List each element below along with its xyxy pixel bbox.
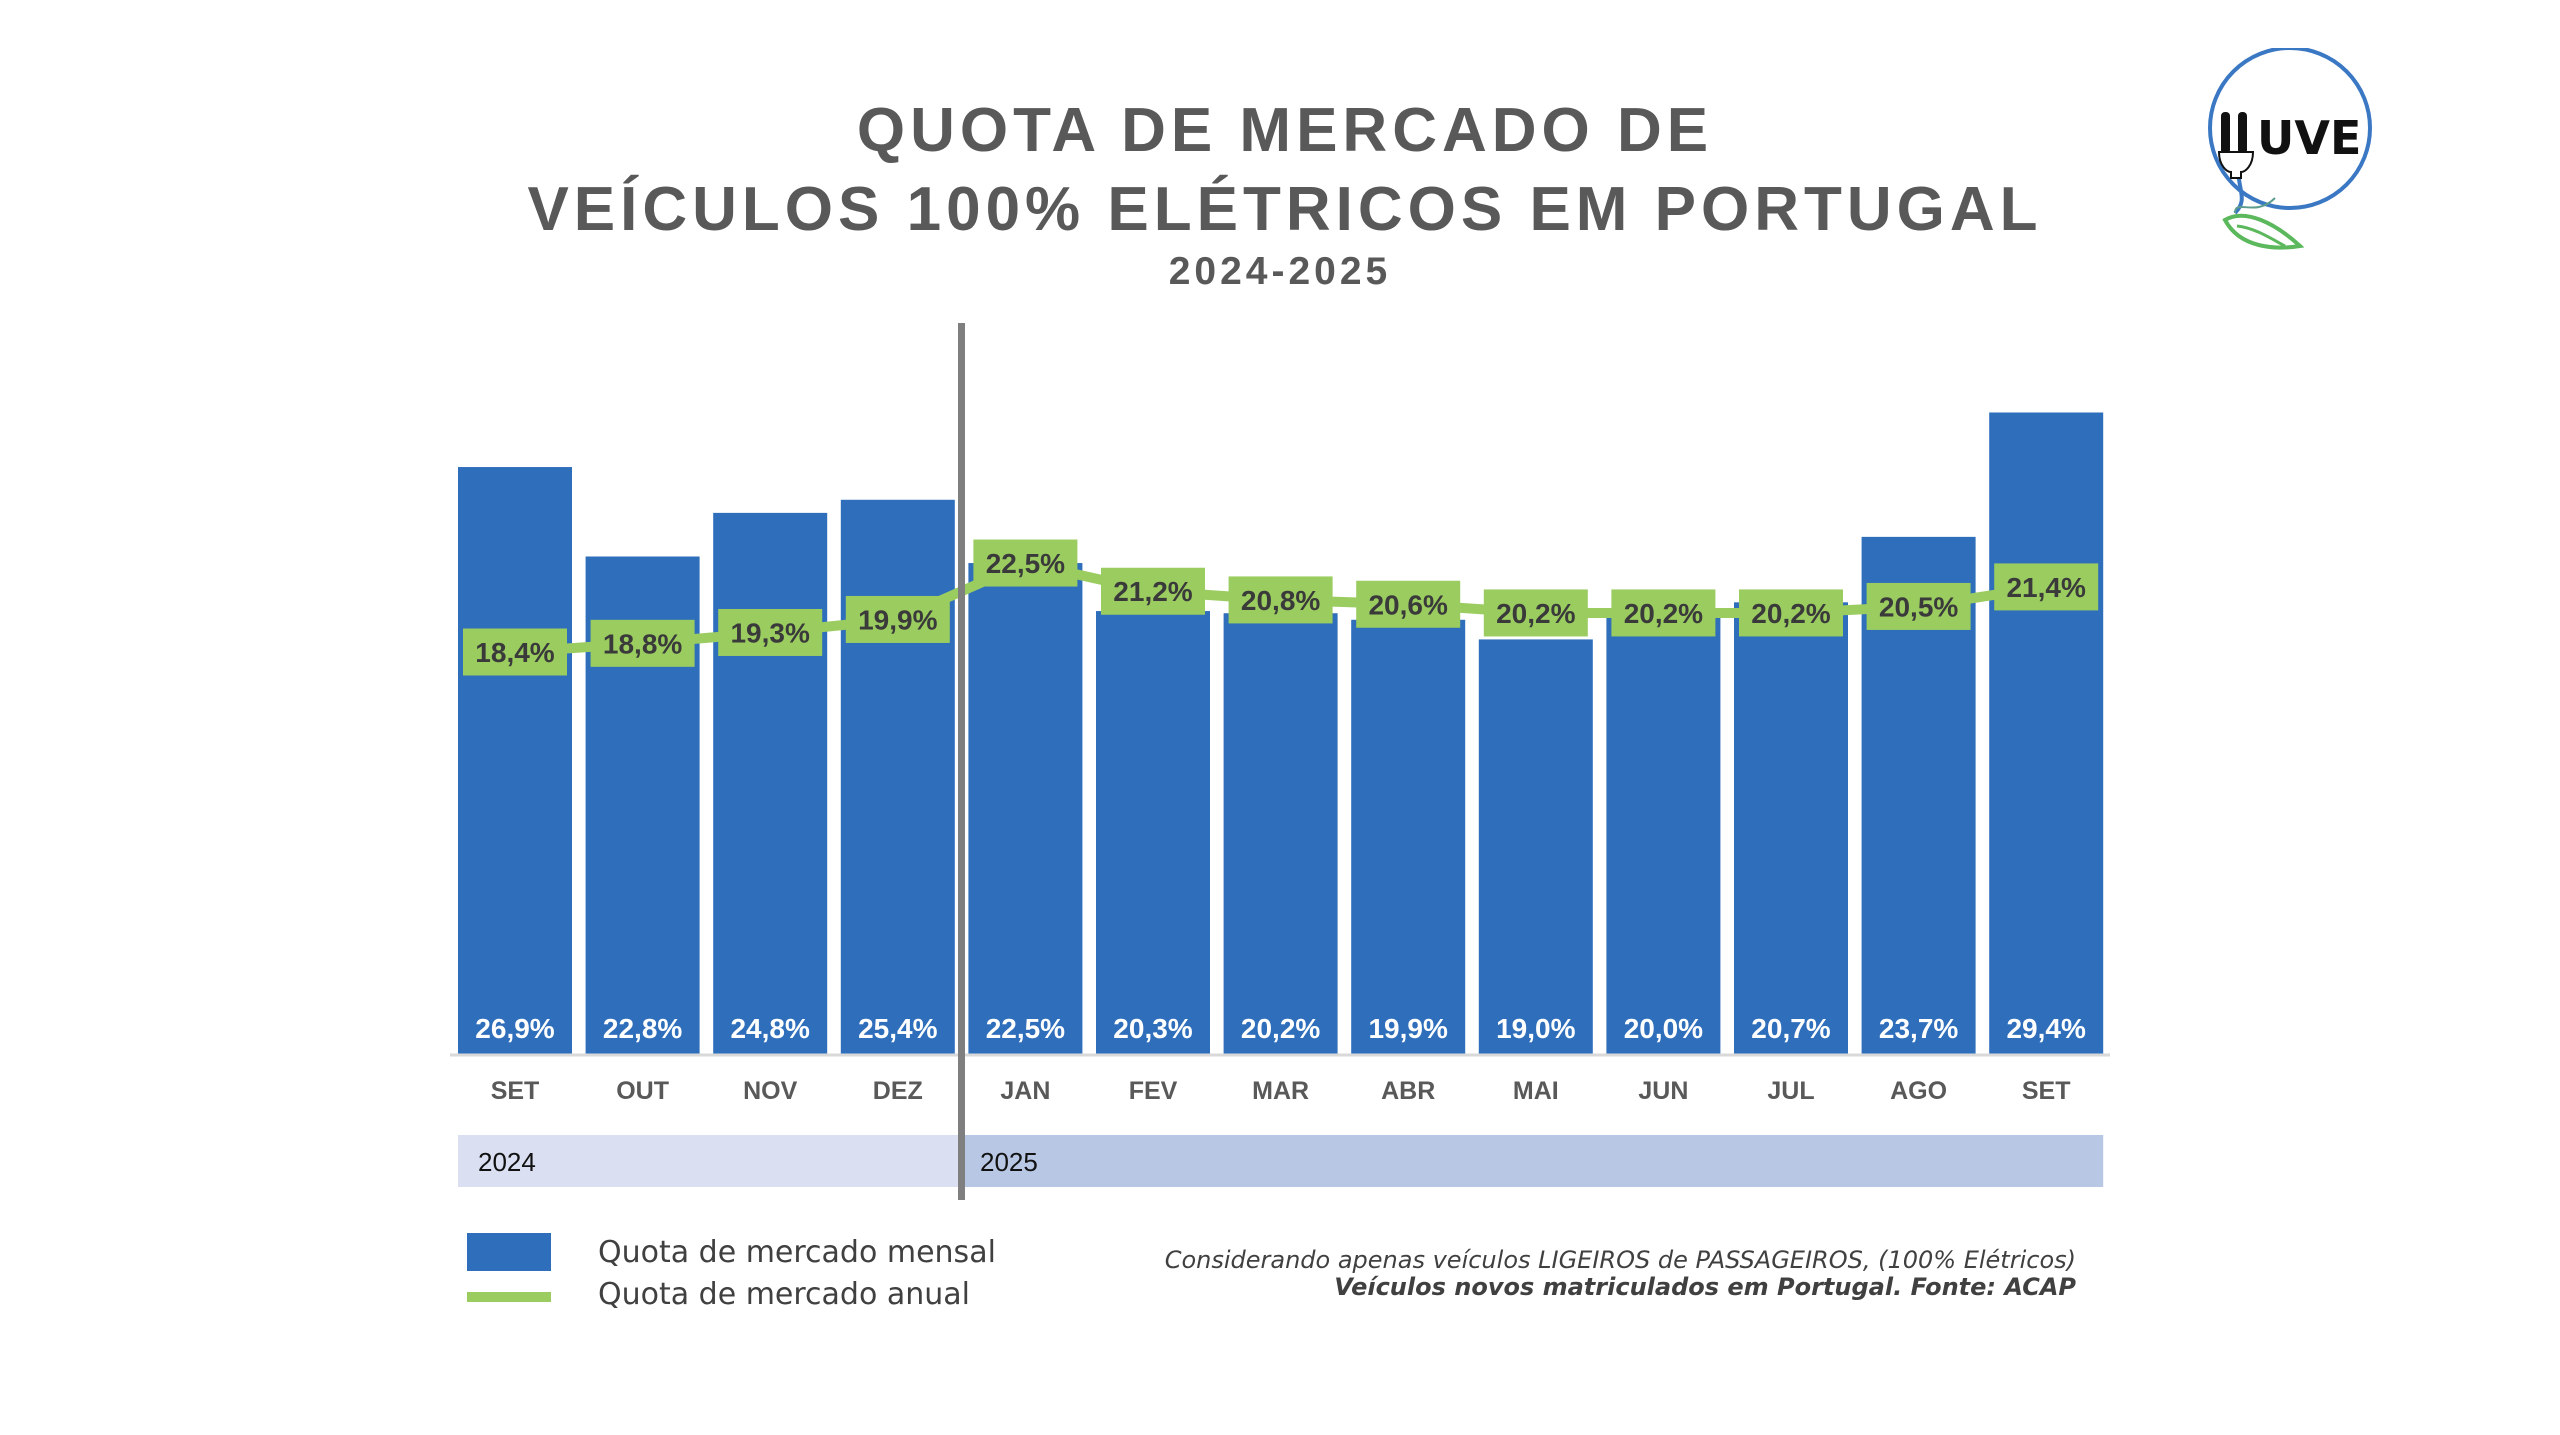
bar-monthly: [1351, 619, 1466, 1054]
x-tick-label: ABR: [1381, 1077, 1435, 1105]
footnote-source: Veículos novos matriculados em Portugal.…: [1334, 1273, 2076, 1301]
line-value-label: 21,2%: [1113, 576, 1192, 607]
line-point-marker: [1611, 589, 1716, 637]
bar-monthly: [1096, 611, 1210, 1054]
line-point-marker: [1228, 576, 1333, 624]
line-value-label: 20,6%: [1368, 589, 1447, 620]
line-point-marker: [463, 628, 567, 676]
bar-value-label: 19,9%: [1368, 1013, 1447, 1044]
x-tick-label: OUT: [616, 1077, 669, 1105]
x-tick-label: MAI: [1513, 1077, 1559, 1105]
line-value-label: 20,2%: [1496, 598, 1575, 629]
year-band-2024: [458, 1135, 961, 1187]
chart-title-line2: VEÍCULOS 100% ELÉTRICOS EM PORTUGAL: [527, 175, 2043, 244]
bar-value-label: 22,5%: [986, 1013, 1065, 1044]
x-tick-label: MAR: [1252, 1077, 1309, 1105]
bar-monthly: [1606, 617, 1721, 1054]
line-value-label: 18,8%: [603, 628, 682, 659]
bar-monthly: [1478, 639, 1593, 1054]
x-tick-label: DEZ: [873, 1077, 923, 1105]
bar-value-label: 25,4%: [858, 1013, 937, 1044]
chart-subtitle: 2024-2025: [1168, 250, 1392, 293]
bar-monthly: [840, 499, 955, 1055]
bar-monthly: [1223, 613, 1338, 1054]
bar-monthly: [458, 467, 572, 1054]
plug-leaf-logo-icon: UVE: [2208, 46, 2372, 250]
year-band-label: 2025: [980, 1147, 1038, 1177]
line-value-label: 19,9%: [858, 604, 937, 635]
x-tick-label: NOV: [743, 1077, 798, 1105]
x-tick-label: SET: [491, 1077, 540, 1105]
bar-value-label: 22,8%: [603, 1013, 682, 1044]
x-tick-label: FEV: [1129, 1077, 1178, 1105]
bar-value-label: 24,8%: [730, 1013, 809, 1044]
line-value-label: 20,8%: [1241, 585, 1320, 616]
year-band-label: 2024: [478, 1147, 536, 1177]
line-point-marker: [1739, 589, 1843, 637]
bar-value-label: 26,9%: [475, 1013, 554, 1044]
legend-swatch-bar: [467, 1233, 551, 1271]
line-value-label: 19,3%: [730, 617, 809, 648]
bar-value-label: 20,7%: [1751, 1013, 1830, 1044]
bar-monthly: [713, 512, 828, 1054]
line-point-marker: [845, 595, 950, 643]
x-tick-label: JUL: [1767, 1077, 1814, 1105]
footnote-scope: Considerando apenas veículos LIGEIROS de…: [1164, 1246, 2076, 1274]
year-divider: [958, 323, 965, 1200]
line-value-label: 21,4%: [2006, 572, 2085, 603]
legend-swatch-line: [467, 1292, 551, 1302]
line-point-marker: [1866, 582, 1971, 630]
bar-monthly: [1734, 602, 1848, 1054]
bar-value-label: 20,2%: [1241, 1013, 1320, 1044]
x-tick-label: AGO: [1890, 1077, 1947, 1105]
bar-monthly: [1989, 412, 2104, 1054]
x-tick-label: SET: [2022, 1077, 2071, 1105]
bar-value-label: 19,0%: [1496, 1013, 1575, 1044]
uve-logo: UVE: [2195, 46, 2385, 258]
line-value-label: 22,5%: [986, 548, 1065, 579]
year-band-2025: [961, 1135, 2104, 1187]
line-point-marker: [1483, 589, 1588, 637]
bar-value-label: 20,0%: [1624, 1013, 1703, 1044]
bar-value-label: 23,7%: [1879, 1013, 1958, 1044]
line-value-label: 20,5%: [1879, 591, 1958, 622]
legend-label-monthly: Quota de mercado mensal: [598, 1235, 996, 1270]
line-value-label: 20,2%: [1751, 598, 1830, 629]
bar-monthly: [968, 563, 1083, 1054]
line-point-marker: [718, 608, 823, 656]
line-point-marker: [1994, 563, 2099, 611]
x-tick-label: JAN: [1000, 1077, 1050, 1105]
line-point-marker: [590, 619, 695, 667]
bar-value-label: 29,4%: [2006, 1013, 2085, 1044]
legend-label-annual: Quota de mercado anual: [598, 1277, 970, 1312]
line-point-marker: [1101, 567, 1205, 615]
chart-title-line1: QUOTA DE MERCADO DE: [856, 96, 1714, 165]
x-tick-label: JUN: [1638, 1077, 1688, 1105]
line-point-marker: [973, 539, 1078, 587]
line-point-marker: [1356, 580, 1461, 628]
line-value-label: 18,4%: [475, 637, 554, 668]
bar-value-label: 20,3%: [1113, 1013, 1192, 1044]
logo-text: UVE: [2257, 111, 2361, 165]
line-value-label: 20,2%: [1624, 598, 1703, 629]
